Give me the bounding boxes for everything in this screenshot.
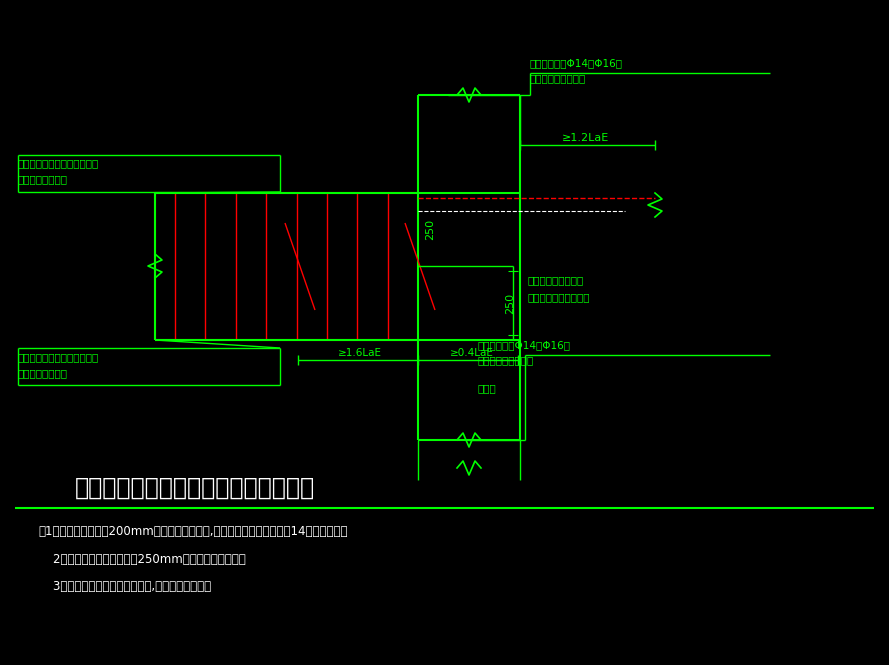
Text: ≥1.2LaE: ≥1.2LaE [562,133,609,143]
Text: 梁面通长钢筋与梁面构造钢筋: 梁面通长钢筋与梁面构造钢筋 [18,158,100,168]
Text: 250: 250 [505,293,515,314]
Text: ≥0.4LaE: ≥0.4LaE [450,348,494,358]
Text: 钢筋根数同跨中钢筋: 钢筋根数同跨中钢筋 [478,355,534,365]
Text: 梁底构造钢筋Φ14（Φ16）: 梁底构造钢筋Φ14（Φ16） [478,340,571,350]
Text: 在墙外侧机械搭接: 在墙外侧机械搭接 [18,174,68,184]
Text: 2、括号中的数值用于梁与250mm厚剪力墙面外连接。: 2、括号中的数值用于梁与250mm厚剪力墙面外连接。 [38,553,245,566]
Text: 注1、本图适用于梁与200mm厚剪力墙面外连接,通长面筋或底筋直径大于14时梁筋锚固。: 注1、本图适用于梁与200mm厚剪力墙面外连接,通长面筋或底筋直径大于14时梁筋… [38,525,348,538]
Text: 梁面构造钢筋Φ14（Φ16）: 梁面构造钢筋Φ14（Φ16） [530,58,623,68]
Text: 3、当图中面筋原位标注钢筋时,按原位标注施工。: 3、当图中面筋原位标注钢筋时,按原位标注施工。 [38,580,211,593]
Text: 梁面筋直接锚入楼板中: 梁面筋直接锚入楼板中 [528,292,590,302]
Text: 墙面另一侧有楼板时: 墙面另一侧有楼板时 [528,275,584,285]
Text: ≥1.6LaE: ≥1.6LaE [338,348,382,358]
Text: 剪力墙: 剪力墙 [478,383,497,393]
Text: 钢筋根数同梁面钢筋: 钢筋根数同梁面钢筋 [530,73,586,83]
Text: 梁底跨中钢筋与梁底构造钢筋: 梁底跨中钢筋与梁底构造钢筋 [18,352,100,362]
Text: 梁与剪力墙平面外连接钢筋锚固示意图: 梁与剪力墙平面外连接钢筋锚固示意图 [75,476,315,500]
Text: 在墙外侧机械搭接: 在墙外侧机械搭接 [18,368,68,378]
Text: 250: 250 [425,218,435,239]
